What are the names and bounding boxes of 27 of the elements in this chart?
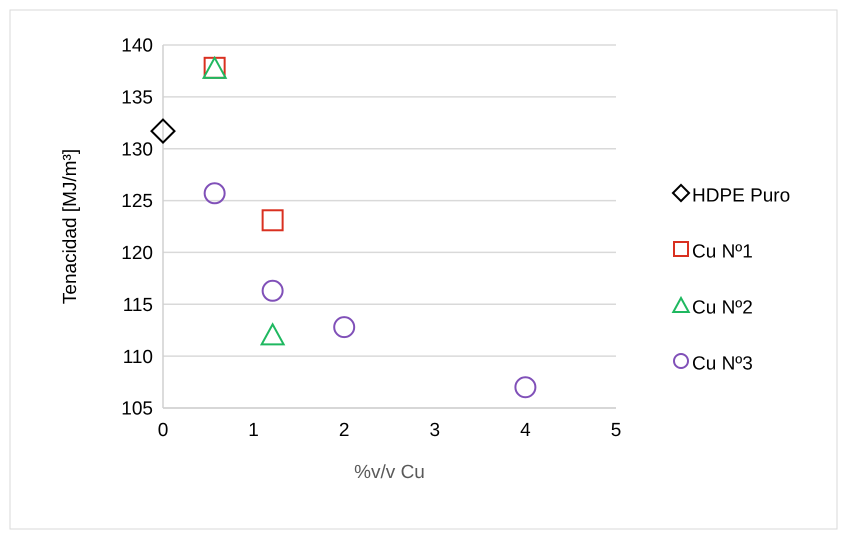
x-tick-label: 0 xyxy=(158,420,168,441)
point xyxy=(262,209,284,232)
legend-label: Cu Nº3 xyxy=(692,354,753,375)
x-tick-label: 3 xyxy=(430,420,440,441)
point xyxy=(262,280,284,302)
y-tick-label: 105 xyxy=(121,398,153,420)
x-tick-label: 5 xyxy=(610,420,622,441)
y-axis-title: Tenacidad [MJ/m³] xyxy=(60,148,81,304)
y-tick-label: 135 xyxy=(121,88,153,109)
point xyxy=(333,316,356,338)
legend-label: Cu Nº1 xyxy=(692,242,753,263)
y-tick-label: 110 xyxy=(122,346,153,368)
point xyxy=(260,323,285,346)
y-tick-label: 140 xyxy=(121,36,153,57)
point xyxy=(150,118,176,144)
x-axis-title: %v/v Cu xyxy=(354,462,425,483)
x-tick-label: 4 xyxy=(520,420,532,441)
y-tick-label: 130 xyxy=(121,139,153,160)
x-tick-label: 2 xyxy=(338,420,350,441)
legend-label: HDPE Puro xyxy=(692,186,790,207)
y-tick-label: 120 xyxy=(121,243,153,264)
legend-label: Cu Nº2 xyxy=(692,298,753,319)
x-tick-label: 1 xyxy=(248,420,259,441)
point xyxy=(204,182,226,204)
point xyxy=(514,376,536,398)
y-tick-label: 115 xyxy=(122,294,153,316)
y-tick-label: 125 xyxy=(121,191,153,212)
